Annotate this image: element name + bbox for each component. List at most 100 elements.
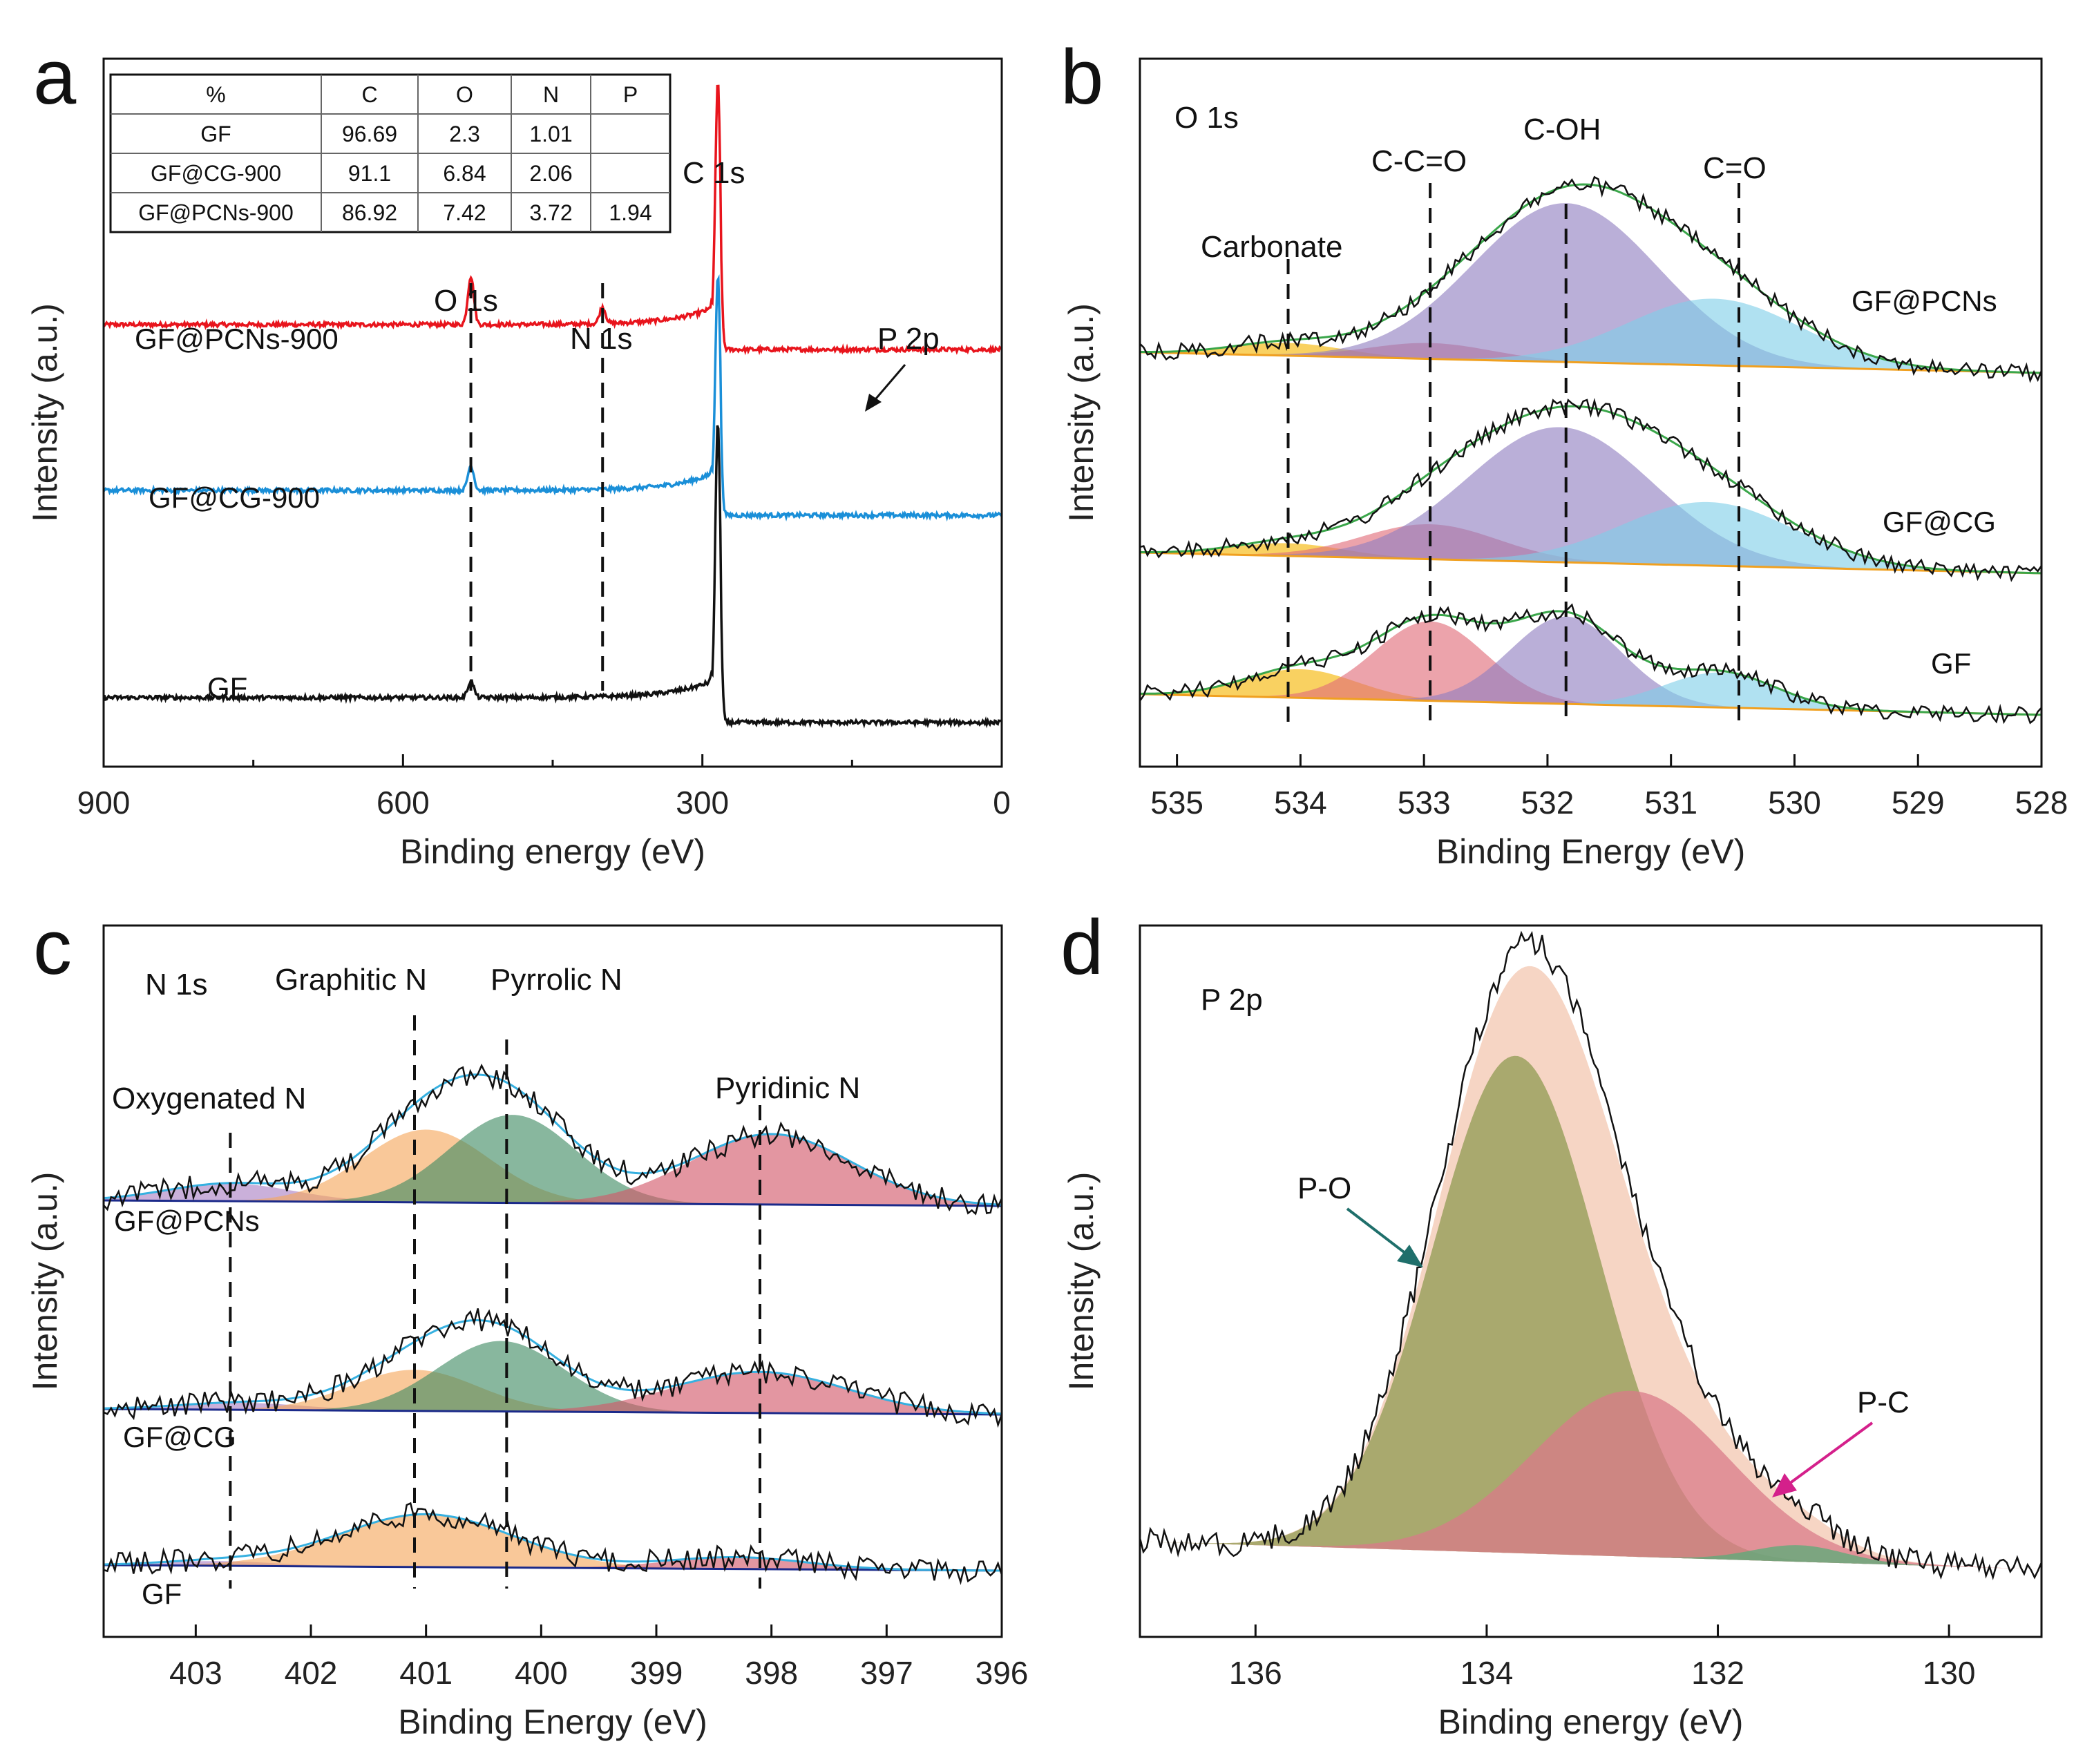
table-header-cell: O	[456, 82, 473, 107]
table-header-cell: N	[543, 82, 559, 107]
x-tick-label-b: 531	[1644, 785, 1697, 821]
peak-label-n1s: N 1s	[570, 322, 632, 356]
x-tick-label-d: 130	[1923, 1655, 1976, 1691]
raw-data-c-GF@CG	[103, 1308, 1003, 1428]
panel-title-c: N 1s	[145, 968, 207, 1001]
baseline-c	[103, 1564, 1002, 1572]
table-cell: GF@CG-900	[151, 161, 281, 186]
component-label-d-0: P-O	[1297, 1171, 1351, 1205]
x-tick-label-b: 530	[1768, 785, 1821, 821]
table-cell: 91.1	[348, 161, 391, 186]
peak-label-c1s: C 1s	[683, 156, 745, 190]
component-label-c-2: Pyrrolic N	[491, 963, 622, 997]
table-header-cell: P	[623, 82, 638, 107]
po-arrow	[1346, 1207, 1407, 1255]
panel-title-d: P 2p	[1201, 983, 1263, 1017]
plot-frame-c	[102, 924, 1003, 1638]
table-cell: 6.84	[443, 161, 486, 186]
table-cell: 3.72	[529, 200, 572, 225]
table-cell: 2.3	[449, 122, 479, 146]
series-label-a-1: GF@CG-900	[149, 481, 320, 514]
component-b-GF-2	[1140, 616, 2041, 715]
x-axis-title-a: Binding energy (eV)	[400, 832, 705, 871]
envelope-c-GF@PCNs	[103, 1073, 1002, 1206]
table-cell: 1.01	[529, 122, 572, 146]
x-tick-label-a: 900	[77, 785, 131, 821]
table-header-cell: C	[361, 82, 377, 107]
x-tick-label-c: 398	[745, 1655, 798, 1691]
peak-label-o1s: O 1s	[434, 284, 498, 318]
series-label-c-1: GF@CG	[123, 1421, 236, 1453]
x-tick-label-c: 396	[975, 1655, 1029, 1691]
raw-data-d	[1139, 930, 2043, 1580]
component-label-c-0: Oxygenated N	[112, 1082, 306, 1115]
x-tick-label-c: 403	[169, 1655, 222, 1691]
series-label-c-0: GF@PCNs	[114, 1205, 260, 1237]
table-cell: 96.69	[342, 122, 397, 146]
x-tick-label-b: 535	[1150, 785, 1203, 821]
component-c-GF@CG-3	[104, 1372, 1002, 1415]
series-line-GF@CG-900	[102, 274, 1003, 522]
series-line-GF@PCNs-900	[102, 84, 1003, 356]
component-label-b-3: C=O	[1703, 151, 1767, 185]
x-tick-label-b: 534	[1274, 785, 1327, 821]
component-b-GF@CG-3	[1140, 501, 2041, 573]
pc-arrow	[1788, 1421, 1874, 1485]
po-arrow-head	[1397, 1245, 1423, 1267]
series-label-b-1: GF@CG	[1883, 506, 1996, 538]
series-label-a-0: GF@PCNs-900	[135, 323, 339, 355]
panel-title-b: O 1s	[1174, 101, 1239, 135]
series-label-b-2: GF	[1931, 647, 1971, 680]
x-tick-label-c: 402	[285, 1655, 338, 1691]
component-label-d-1: P-C	[1857, 1386, 1910, 1419]
component-c-GF@PCNs-3	[104, 1134, 1002, 1206]
component-b-GF@CG-1	[1140, 524, 2041, 573]
envelope-b-GF@CG	[1140, 405, 2042, 575]
p2p-arrow	[870, 364, 906, 404]
component-c-GF-1	[104, 1514, 1002, 1571]
table-header-cell: %	[206, 82, 225, 107]
raw-data-b-GF	[1139, 603, 2042, 725]
pc-arrow-head	[1772, 1473, 1797, 1497]
y-axis-title-a: Intensity (a.u.)	[26, 303, 64, 522]
x-tick-label-a: 600	[377, 785, 430, 821]
series-label-b-0: GF@PCNs	[1852, 285, 1997, 317]
table-cell: 1.94	[609, 200, 651, 225]
component-label-b-0: Carbonate	[1201, 230, 1342, 264]
component-label-b-1: C-C=O	[1371, 144, 1467, 178]
raw-data-b-GF@CG	[1139, 397, 2043, 582]
component-b-GF@PCNs-2	[1140, 203, 2041, 373]
panel-letter-c: c	[33, 904, 72, 990]
baseline-b	[1139, 551, 2042, 575]
envelope-c-GF@CG	[103, 1319, 1002, 1415]
y-axis-title-c: Intensity (a.u.)	[26, 1172, 64, 1391]
component-b-GF-3	[1140, 672, 2041, 715]
component-label-c-1: Graphitic N	[275, 963, 427, 997]
series-line-GF	[103, 425, 1002, 729]
table-cell: 2.06	[529, 161, 572, 186]
x-tick-label-d: 132	[1691, 1655, 1744, 1691]
panel-letter-a: a	[33, 34, 77, 120]
panel-letter-b: b	[1060, 34, 1103, 120]
table-cell: 7.42	[443, 200, 486, 225]
x-tick-label-c: 397	[860, 1655, 913, 1691]
component-c-GF@PCNs-1	[104, 1129, 1002, 1206]
raw-data-c-GF@PCNs	[103, 1063, 1003, 1216]
series-label-c-2: GF	[142, 1578, 182, 1610]
x-tick-label-d: 134	[1460, 1655, 1514, 1691]
table-cell: GF	[200, 122, 231, 146]
component-d-1	[1140, 1390, 2041, 1569]
x-tick-label-a: 300	[676, 785, 729, 821]
x-tick-label-b: 533	[1398, 785, 1451, 821]
table-cell: GF@PCNs-900	[138, 200, 294, 225]
envelope-b-GF	[1140, 610, 2042, 716]
component-b-GF-1	[1140, 621, 2041, 715]
raw-data-b-GF@PCNs	[1139, 175, 2043, 383]
component-c-GF@PCNs-2	[104, 1115, 1002, 1206]
x-tick-label-c: 399	[630, 1655, 683, 1691]
component-label-b-2: C-OH	[1523, 113, 1601, 146]
x-tick-label-c: 401	[399, 1655, 453, 1691]
raw-data-c-GF	[103, 1502, 1003, 1585]
y-axis-title-b: Intensity (a.u.)	[1062, 303, 1101, 522]
